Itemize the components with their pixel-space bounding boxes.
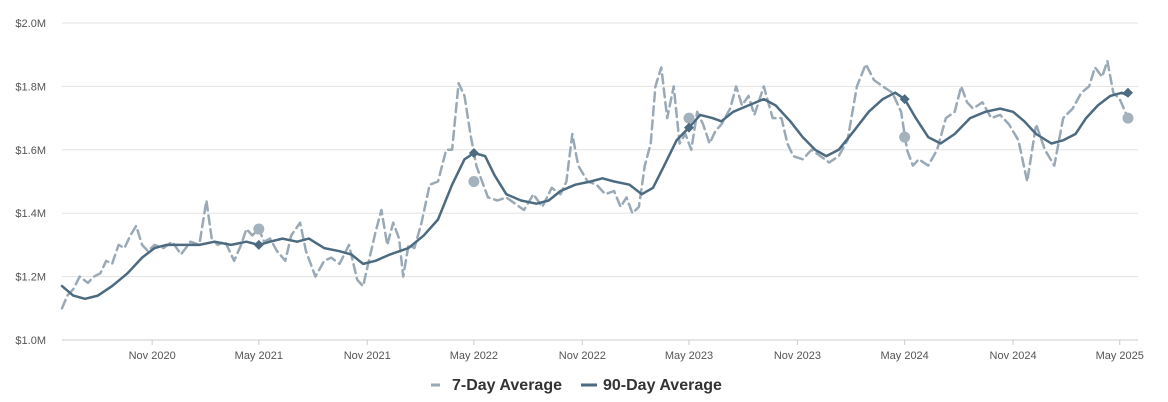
point-marker-90-day[interactable] [1122,87,1133,98]
x-tick-label: May 2025 [1096,350,1144,362]
x-tick-label: May 2021 [235,350,283,362]
point-marker-7-day[interactable] [1122,112,1134,124]
x-tick-label: Nov 2022 [559,350,606,362]
y-tick-label: $2.0M [15,18,46,30]
legend-label-7-day: 7-Day Average [452,377,562,394]
gridlines [62,22,1138,341]
point-marker-90-day[interactable] [899,94,910,105]
point-marker-90-day[interactable] [683,122,694,133]
x-tick-label: Nov 2024 [990,350,1037,362]
point-marker-90-day[interactable] [253,239,264,250]
series-markers [253,87,1134,250]
legend-label-90-day: 90-Day Average [603,377,722,394]
series-90-day-line [60,91,1130,301]
x-tick-label: Nov 2021 [344,350,391,362]
y-axis-ticks: $1.0M $1.2M $1.4M $1.6M $1.8M $2.0M [15,18,46,347]
x-axis-ticks: Nov 2020 May 2021 Nov 2021 May 2022 Nov 2022… [129,340,1144,362]
point-marker-90-day[interactable] [468,147,479,158]
x-tick-label: May 2024 [880,350,928,362]
point-marker-7-day[interactable] [899,131,911,143]
x-tick-label: May 2022 [450,350,498,362]
x-tick-label: Nov 2020 [129,350,176,362]
legend-item-7-day[interactable]: 7-Day Average [431,377,562,394]
point-marker-7-day[interactable] [253,223,265,235]
x-tick-label: Nov 2023 [774,350,821,362]
point-marker-7-day[interactable] [468,176,480,187]
y-tick-label: $1.0M [15,335,46,347]
x-tick-label: May 2023 [665,350,713,362]
y-tick-label: $1.2M [15,272,46,284]
y-tick-label: $1.8M [15,81,46,93]
point-marker-7-day[interactable] [683,112,695,124]
legend-item-90-day[interactable]: 90-Day Average [581,377,722,394]
y-tick-label: $1.4M [15,208,46,220]
legend[interactable]: 7-Day Average 90-Day Average [431,377,722,394]
y-tick-label: $1.6M [15,145,46,157]
series-7-day-line [60,59,1130,310]
series-lines [60,59,1130,310]
